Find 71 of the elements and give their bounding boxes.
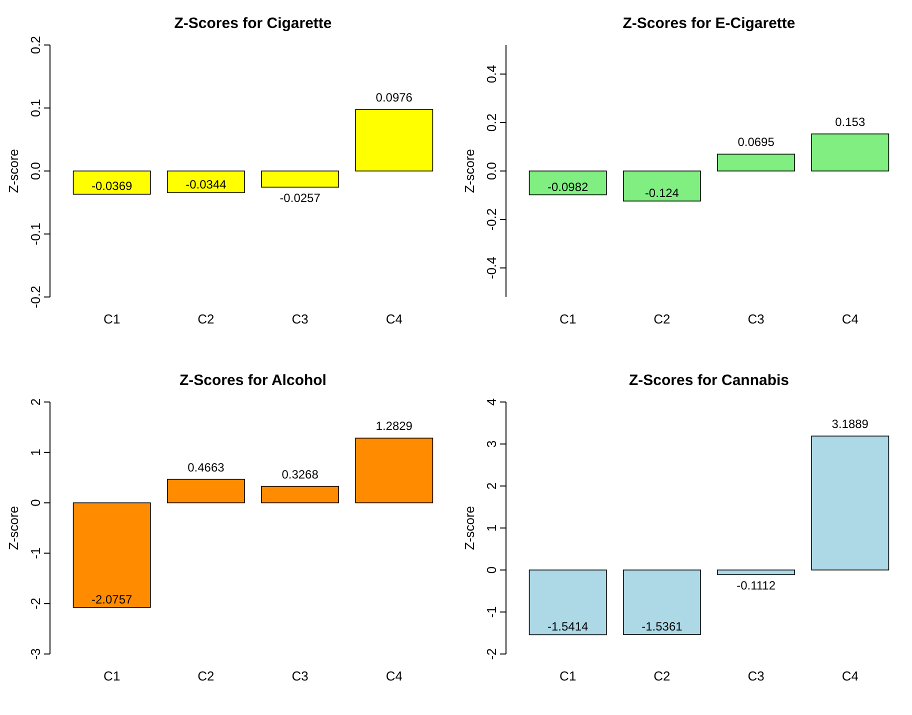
y-tick-label: -3 <box>28 648 43 660</box>
data-label: -0.0344 <box>186 178 227 192</box>
data-label: 1.2829 <box>376 419 413 434</box>
chart-title: Z-Scores for Cannabis <box>628 372 790 389</box>
data-label: 0.0976 <box>376 90 413 105</box>
x-tick-label: C3 <box>292 668 308 684</box>
x-tick-label: C3 <box>748 312 764 327</box>
y-tick-label: -2 <box>28 598 43 610</box>
bar <box>72 502 151 608</box>
x-tick-label: C2 <box>198 668 214 684</box>
y-tick-label: 0.0 <box>28 162 43 180</box>
y-tick-label: 0 <box>484 566 499 574</box>
y-tick-label: 0.1 <box>28 98 43 118</box>
bar <box>528 170 607 196</box>
data-label: -2.0757 <box>92 592 133 606</box>
x-tick-label: C2 <box>198 312 214 327</box>
x-tick-label: C1 <box>104 668 120 684</box>
chart-title: Z-Scores for Cigarette <box>174 15 332 32</box>
x-tick-label: C1 <box>560 312 576 327</box>
x-tick-label: C3 <box>292 312 308 327</box>
data-label: 0.3268 <box>282 467 319 482</box>
y-tick-label: 1 <box>484 524 499 532</box>
data-label: 0.153 <box>835 114 866 129</box>
data-label: -0.0982 <box>548 180 589 194</box>
chart-title: Z-Scores for E-Cigarette <box>622 15 796 32</box>
bar <box>622 170 701 202</box>
y-tick-label: 0 <box>28 499 43 506</box>
y-tick-label: -1 <box>484 606 499 618</box>
y-tick-label: 4 <box>484 398 499 406</box>
y-tick-label: 1 <box>28 448 43 456</box>
x-tick-label: C4 <box>386 668 402 684</box>
data-label: 0.4663 <box>188 460 225 474</box>
y-axis-title: Z-score <box>462 506 477 550</box>
y-tick-label: 3 <box>484 440 499 448</box>
y-tick-label: 2 <box>28 398 43 406</box>
data-label: -0.0369 <box>92 179 133 194</box>
bar <box>261 486 340 504</box>
data-label: -0.0257 <box>280 191 321 206</box>
x-tick-label: C1 <box>560 668 576 684</box>
y-tick-label: 0.2 <box>28 36 43 54</box>
data-label: -1.5361 <box>642 620 683 634</box>
x-tick-label: C4 <box>842 668 858 684</box>
x-tick-label: C1 <box>104 312 120 327</box>
data-label: 0.0695 <box>738 135 775 150</box>
y-tick-label: -0.1 <box>28 222 43 246</box>
data-label: -0.1112 <box>736 578 776 593</box>
x-tick-label: C4 <box>842 312 858 327</box>
y-tick-label: 0.0 <box>484 162 499 180</box>
y-tick-label: -0.2 <box>28 286 43 308</box>
x-tick-label: C4 <box>386 312 402 327</box>
data-label: -1.5414 <box>548 620 589 634</box>
data-label: -0.124 <box>644 186 680 200</box>
bar <box>166 478 245 504</box>
bar <box>355 438 434 504</box>
x-tick-label: C2 <box>654 668 670 684</box>
bar <box>811 134 890 172</box>
y-tick-label: 2 <box>484 482 499 490</box>
bar <box>717 154 796 172</box>
y-tick-label: -0.2 <box>484 208 499 231</box>
data-label: 3.1889 <box>832 417 869 432</box>
y-tick-label: 0.2 <box>484 114 499 132</box>
y-axis-title: Z-score <box>6 148 21 194</box>
x-tick-label: C3 <box>748 668 764 684</box>
x-tick-label: C2 <box>654 312 670 327</box>
y-tick-label: -1 <box>28 547 43 559</box>
chart-title: Z-Scores for Alcohol <box>180 372 326 389</box>
y-tick-label: 0.4 <box>484 65 499 84</box>
y-tick-label: -2 <box>484 648 499 660</box>
y-tick-label: -0.4 <box>484 256 499 280</box>
y-axis-title: Z-score <box>462 148 477 194</box>
y-axis-title: Z-score <box>6 506 21 550</box>
